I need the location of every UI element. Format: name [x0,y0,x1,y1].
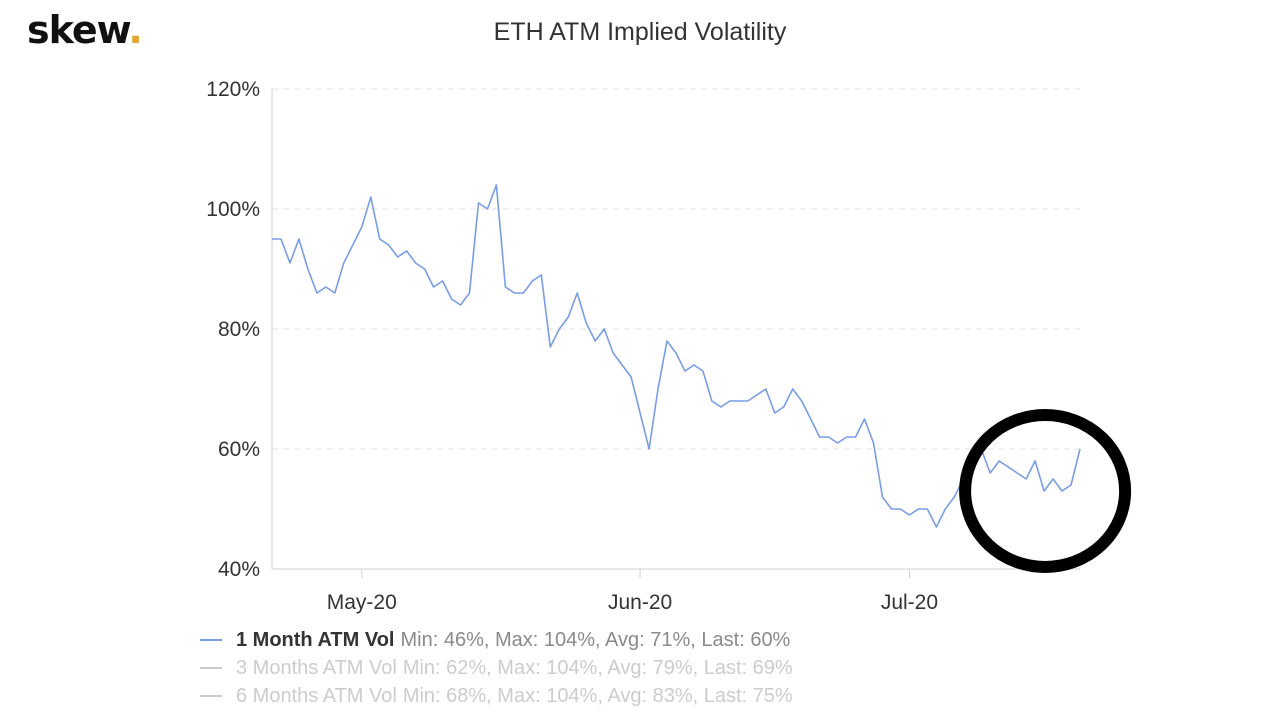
series-layer [272,184,1081,528]
legend-series-stats: Min: 46%, Max: 104%, Avg: 71%, Last: 60% [400,629,791,651]
legend-series-stats: Min: 62%, Max: 104%, Avg: 79%, Last: 69% [402,657,793,679]
y-tick-label: 80% [218,318,260,341]
y-tick-label: 60% [218,438,260,461]
legend-series-name: 6 Months ATM Vol [236,685,397,707]
x-tick-label: Jun-20 [608,591,672,614]
legend-series-name: 1 Month ATM Vol [236,629,395,651]
y-tick-label: 100% [206,198,260,221]
legend-item-1-month[interactable]: 1 Month ATM Vol Min: 46%, Max: 104%, Avg… [200,626,793,654]
grid-lines [272,88,1080,450]
legend-swatch [200,639,222,641]
x-axis: May-20 Jun-20 Jul-20 [272,568,1080,614]
skew-logo: skew. [27,8,143,52]
y-tick-label: 120% [206,78,260,101]
annotation-layer [959,409,1132,573]
logo-text: skew [27,8,129,52]
chart-title: ETH ATM Implied Volatility [493,18,787,46]
legend-series-name: 3 Months ATM Vol [236,657,397,679]
y-axis: 40% 60% 80% 100% 120% [206,78,273,581]
legend-series-stats: Min: 68%, Max: 104%, Avg: 83%, Last: 75% [402,685,793,707]
legend-swatch [200,667,222,669]
series-line-1-month-atm-vol [272,184,1081,528]
legend-swatch [200,695,222,697]
legend-item-6-months[interactable]: 6 Months ATM Vol Min: 68%, Max: 104%, Av… [200,682,793,710]
logo-dot: . [128,8,142,52]
x-tick-label: Jul-20 [881,591,938,614]
legend: 1 Month ATM Vol Min: 46%, Max: 104%, Avg… [200,626,793,710]
highlight-circle [959,409,1132,573]
y-tick-label: 40% [218,558,260,581]
legend-item-3-months[interactable]: 3 Months ATM Vol Min: 62%, Max: 104%, Av… [200,654,793,682]
x-tick-label: May-20 [327,591,397,614]
